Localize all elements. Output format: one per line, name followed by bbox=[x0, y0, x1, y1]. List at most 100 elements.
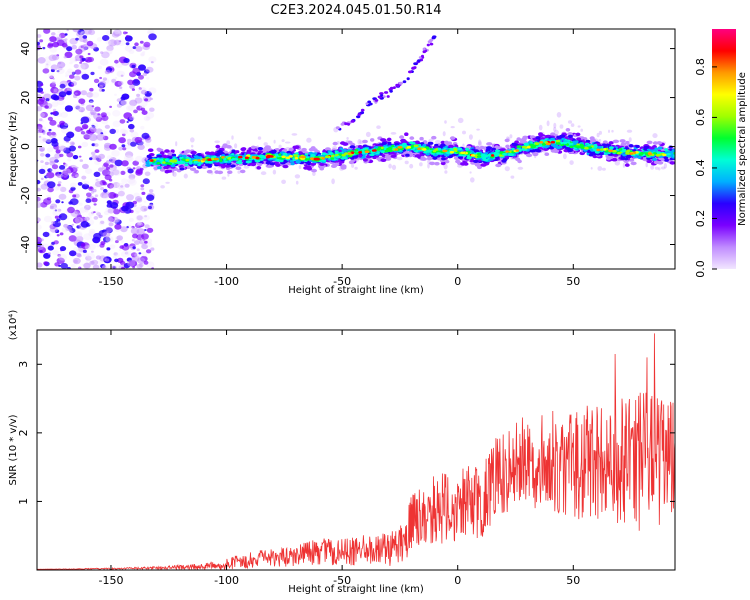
heatmap-cell bbox=[56, 54, 60, 57]
heatmap-cell bbox=[122, 133, 126, 137]
heatmap-cell bbox=[474, 163, 481, 167]
heatmap-cell bbox=[605, 143, 612, 147]
heatmap-cell bbox=[83, 134, 91, 140]
heatmap-cell bbox=[132, 167, 136, 170]
heatmap-cell bbox=[235, 166, 242, 170]
heatmap-cell bbox=[390, 132, 397, 135]
heatmap-cell bbox=[444, 159, 450, 164]
heatmap-cell bbox=[618, 148, 623, 151]
heatmap-cell bbox=[60, 111, 68, 118]
heatmap-cell bbox=[337, 153, 343, 156]
heatmap-cell bbox=[99, 255, 107, 262]
heatmap-cell bbox=[89, 100, 93, 104]
heatmap-cell bbox=[94, 155, 102, 161]
heatmap-cell bbox=[79, 55, 84, 59]
heatmap-cell bbox=[52, 250, 59, 256]
heatmap-cell bbox=[544, 152, 550, 156]
heatmap-cell bbox=[374, 146, 380, 149]
heatmap-cell bbox=[171, 153, 177, 157]
heatmap-cell bbox=[64, 38, 68, 41]
heatmap-cell bbox=[460, 151, 466, 155]
heatmap-cell bbox=[468, 134, 473, 140]
heatmap-cell bbox=[528, 149, 535, 153]
heatmap-cell bbox=[70, 186, 76, 191]
heatmap-cell bbox=[116, 70, 125, 78]
heatmap-cell bbox=[134, 42, 139, 47]
heatmap-cell bbox=[611, 129, 614, 133]
heatmap-cell bbox=[52, 41, 60, 48]
heatmap-cell bbox=[75, 235, 84, 242]
heatmap-cell bbox=[121, 144, 126, 148]
heatmap-cell bbox=[526, 145, 531, 149]
heatmap-cell bbox=[69, 61, 73, 65]
heatmap-cell bbox=[163, 166, 169, 170]
heatmap-cell bbox=[278, 153, 282, 156]
heatmap-cell bbox=[106, 247, 111, 251]
heatmap-cell bbox=[144, 224, 150, 229]
heatmap-cell bbox=[298, 165, 302, 170]
heatmap-cell bbox=[120, 100, 127, 106]
heatmap-cell bbox=[83, 262, 91, 269]
heatmap-cell bbox=[211, 157, 215, 161]
heatmap-cell bbox=[93, 143, 99, 147]
heatmap-cell bbox=[379, 92, 384, 95]
heatmap-cell bbox=[231, 149, 236, 153]
heatmap-cell bbox=[141, 251, 148, 257]
heatmap-cell bbox=[67, 158, 72, 162]
heatmap-cell bbox=[254, 159, 261, 163]
heatmap-cell bbox=[88, 211, 94, 217]
heatmap-cell bbox=[226, 145, 232, 149]
heatmap-cell bbox=[190, 137, 195, 143]
heatmap-cell bbox=[108, 178, 113, 182]
heatmap-cell bbox=[102, 231, 111, 238]
heatmap-cell bbox=[72, 257, 81, 265]
heatmap-cell bbox=[144, 98, 149, 102]
heatmap-cell bbox=[227, 157, 232, 160]
heatmap-cell bbox=[148, 33, 157, 41]
heatmap-cell bbox=[40, 83, 44, 86]
heatmap-cell bbox=[66, 266, 71, 269]
heatmap-cell bbox=[79, 159, 84, 162]
heatmap-cell bbox=[51, 81, 56, 85]
heatmap-cell bbox=[671, 149, 675, 152]
heatmap-cell bbox=[455, 159, 461, 164]
heatmap-cell bbox=[140, 53, 145, 57]
heatmap-cell bbox=[138, 252, 142, 255]
heatmap-cell bbox=[125, 144, 131, 150]
heatmap-cell bbox=[171, 160, 176, 163]
heatmap-cell bbox=[63, 223, 69, 228]
heatmap-cell bbox=[120, 240, 124, 243]
heatmap-cell bbox=[285, 156, 290, 160]
heatmap-cell bbox=[295, 180, 299, 185]
heatmap-cell bbox=[106, 155, 113, 161]
heatmap-cell bbox=[86, 192, 92, 197]
heatmap-cell bbox=[110, 202, 119, 209]
heatmap-cell bbox=[112, 266, 116, 269]
heatmap-cell bbox=[60, 262, 68, 269]
heatmap-cell bbox=[80, 90, 87, 96]
heatmap-cell bbox=[77, 266, 81, 269]
heatmap-cell bbox=[162, 161, 166, 164]
heatmap-cell bbox=[380, 94, 384, 97]
heatmap-cell bbox=[143, 41, 151, 48]
heatmap-cell bbox=[118, 186, 125, 191]
heatmap-cell bbox=[46, 171, 55, 179]
heatmap-cell bbox=[73, 247, 79, 252]
heatmap-cell bbox=[357, 113, 362, 116]
heatmap-cell bbox=[138, 87, 142, 90]
heatmap-cell bbox=[86, 40, 94, 47]
heatmap-cell bbox=[90, 109, 97, 115]
heatmap-cell bbox=[59, 120, 66, 126]
heatmap-cell bbox=[427, 163, 430, 169]
heatmap-cell bbox=[611, 157, 618, 162]
heatmap-cell bbox=[95, 255, 102, 260]
heatmap-cell bbox=[113, 29, 122, 37]
heatmap-cell bbox=[104, 124, 110, 129]
heatmap-cell bbox=[237, 161, 243, 165]
heatmap-cell bbox=[138, 74, 144, 80]
heatmap-cell bbox=[142, 178, 150, 185]
heatmap-cell bbox=[645, 162, 648, 168]
heatmap-cell bbox=[128, 123, 135, 130]
heatmap-cell bbox=[59, 83, 66, 89]
heatmap-cell bbox=[138, 222, 143, 227]
